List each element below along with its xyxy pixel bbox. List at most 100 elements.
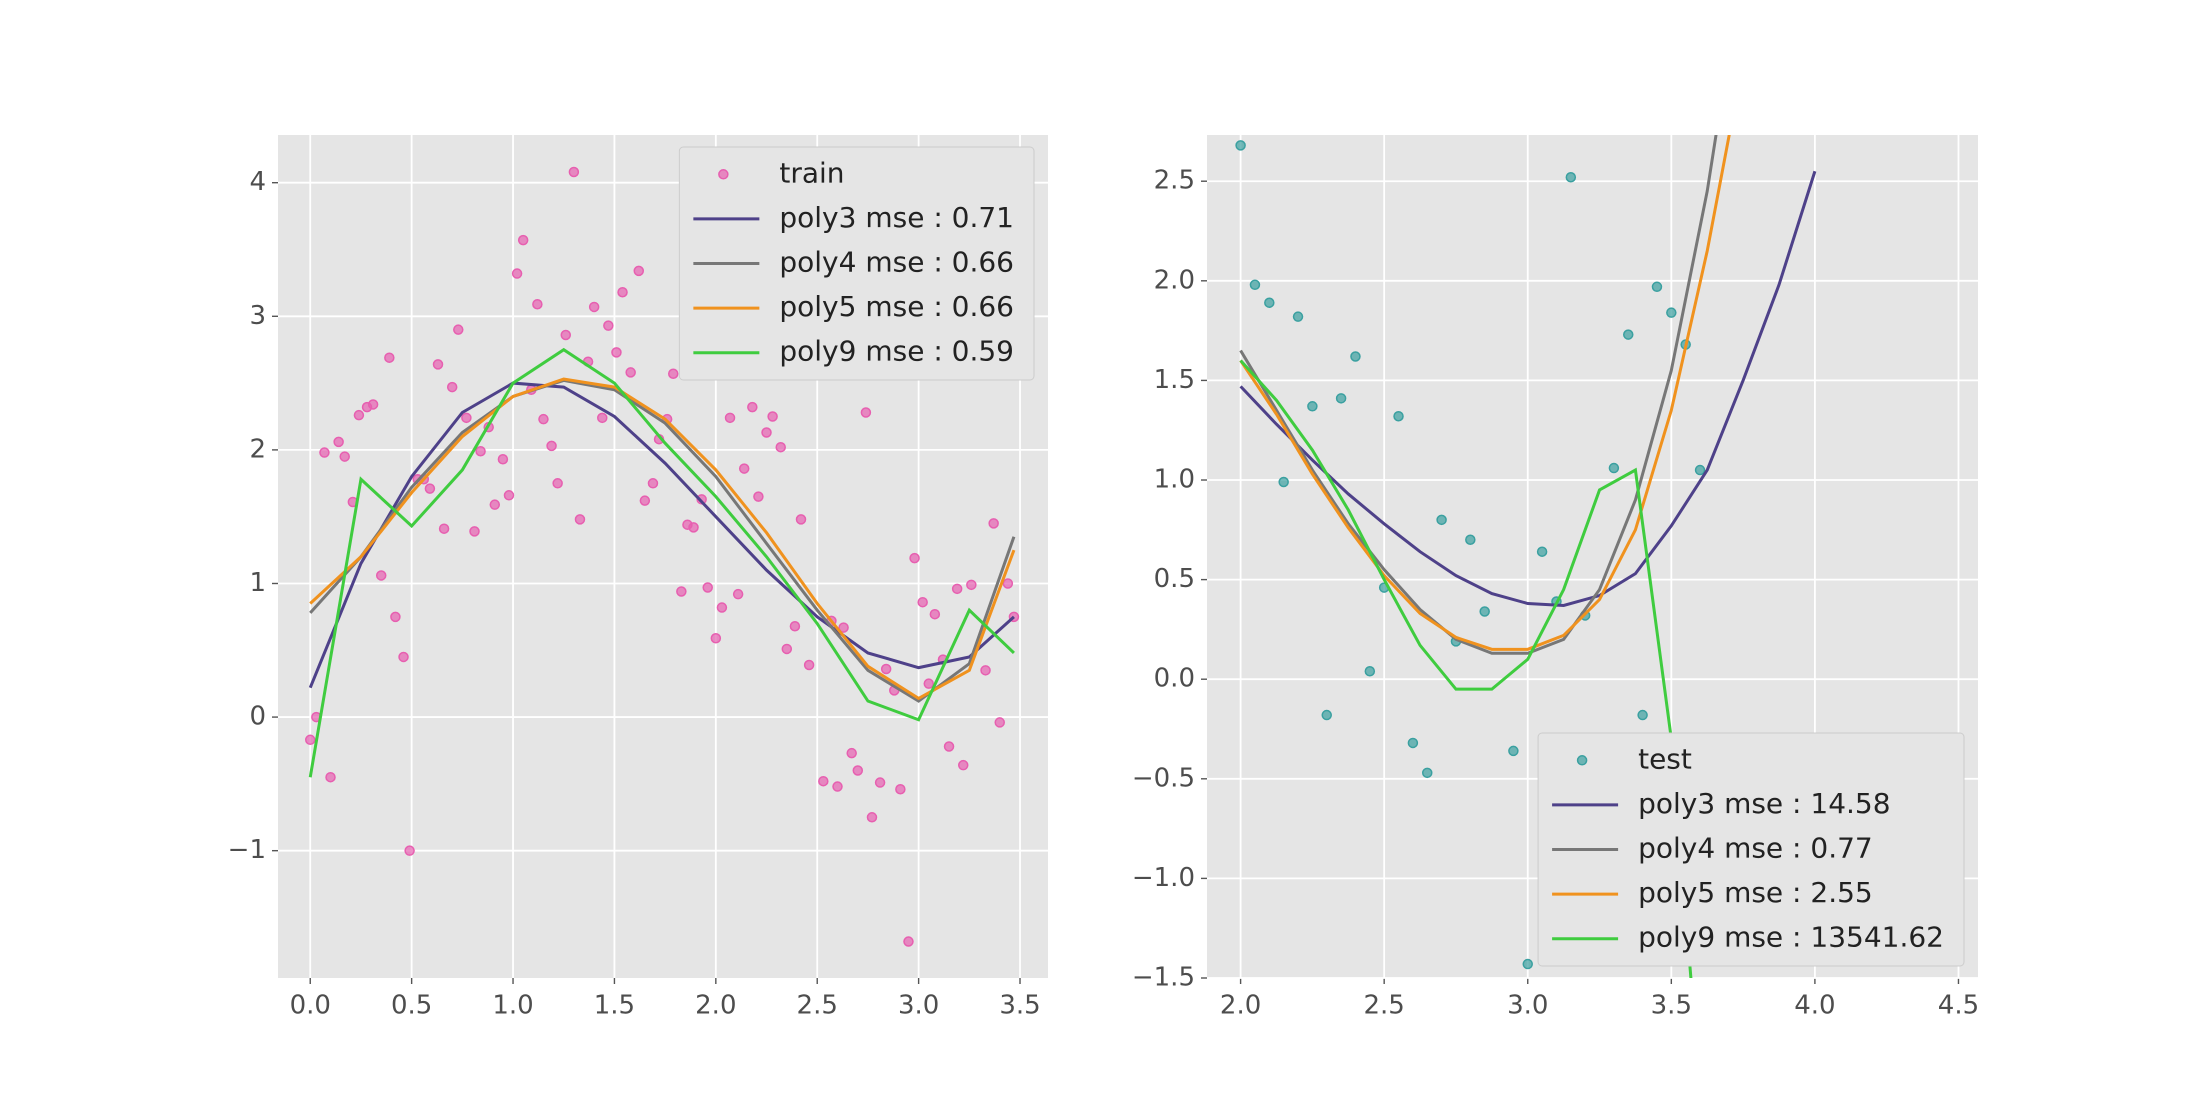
point (929, 608, 941, 620)
fit-line (309, 378, 1016, 703)
point (424, 483, 436, 494)
point (1421, 767, 1433, 779)
point (633, 265, 645, 277)
point (497, 453, 509, 465)
point (667, 368, 679, 379)
point (1307, 401, 1318, 412)
y-tick-label: −1.0 (1132, 863, 1195, 893)
plot-area (304, 166, 1020, 947)
fit-line (309, 377, 1016, 701)
fit-line (308, 347, 1015, 778)
point (988, 518, 999, 529)
point (1608, 462, 1620, 474)
legend: test poly3 mse : 14.58 poly4 mse : 0.77 pol… (1537, 732, 1965, 967)
point (753, 491, 764, 502)
fit-line (1239, 135, 1731, 651)
point (1264, 297, 1275, 308)
x-tick-label: 0.5 (391, 991, 432, 1021)
y-tick-label: 0 (249, 702, 266, 732)
point (475, 445, 486, 457)
fit-line (1239, 170, 1817, 608)
legend-label: train (779, 156, 844, 189)
fit-line (308, 381, 1015, 689)
point (781, 643, 793, 655)
point (767, 411, 778, 422)
point (1393, 411, 1404, 422)
point (597, 412, 608, 424)
legend-label: test (1638, 742, 1692, 775)
point (866, 812, 878, 823)
axes: 2.0 2.5 3.0 3.5 4.0 4.5 −1.5 −1.0 −0.5 0.0 0.5 1.0 1… (1132, 135, 1979, 1021)
point (818, 775, 829, 787)
point (353, 409, 365, 421)
point (532, 299, 543, 310)
legend-label: poly4 mse : 0.66 (779, 246, 1014, 279)
point (716, 602, 728, 613)
legend-label: poly3 mse : 14.58 (1638, 787, 1890, 820)
point (1335, 393, 1347, 404)
point (860, 407, 872, 418)
y-tick-label: −1 (228, 835, 266, 865)
point (1002, 578, 1014, 589)
legend-label: poly3 mse : 0.71 (779, 201, 1014, 234)
point (1292, 311, 1304, 322)
point (775, 441, 786, 453)
point (789, 620, 801, 632)
point (895, 783, 906, 795)
point (603, 320, 614, 331)
point (832, 781, 843, 792)
point (319, 447, 330, 458)
point (367, 399, 379, 410)
point (517, 234, 529, 246)
point (880, 663, 892, 675)
point (1479, 606, 1490, 617)
y-tick-label: 2.5 (1154, 166, 1195, 196)
y-tick-label: 1 (249, 568, 266, 598)
point (1565, 171, 1577, 183)
x-tick-label: 4.0 (1794, 991, 1835, 1021)
point (1278, 476, 1289, 488)
y-tick-label: 0.5 (1154, 564, 1195, 594)
x-tick-label: 3.5 (1651, 991, 1692, 1021)
point (568, 166, 580, 178)
x-tick-label: 2.0 (695, 991, 736, 1021)
legend-marker (718, 169, 729, 180)
point (333, 436, 344, 448)
point (761, 427, 772, 438)
point (588, 301, 600, 313)
point (702, 582, 713, 593)
point (980, 665, 991, 676)
point (1694, 464, 1706, 476)
point (994, 717, 1005, 728)
point (688, 522, 699, 533)
point (732, 588, 744, 600)
point (795, 514, 807, 525)
point (398, 651, 409, 663)
point (1350, 351, 1361, 362)
point (489, 499, 501, 510)
point (1436, 514, 1447, 526)
point (1465, 534, 1476, 546)
point (560, 329, 572, 341)
point (957, 759, 969, 771)
x-tick-label: 2.0 (1220, 991, 1261, 1021)
x-tick-label: 3.5 (999, 991, 1040, 1021)
y-tick-label: 2 (249, 434, 266, 464)
point (676, 586, 687, 597)
point (846, 747, 857, 759)
point (538, 413, 549, 425)
point (1235, 140, 1246, 151)
point (1651, 281, 1663, 293)
point (469, 526, 480, 537)
legend-box (1537, 732, 1965, 967)
y-tick-label: 1.5 (1154, 365, 1195, 395)
point (838, 622, 849, 633)
point (1637, 709, 1648, 721)
y-tick-label: 0.0 (1154, 664, 1195, 694)
y-tick-label: 4 (249, 167, 266, 197)
x-tick-label: 2.5 (1363, 991, 1404, 1021)
y-tick-label: −1.5 (1132, 963, 1195, 993)
x-tick-label: 3.0 (898, 991, 939, 1021)
legend-label: poly5 mse : 0.66 (779, 290, 1014, 323)
point (552, 478, 563, 489)
